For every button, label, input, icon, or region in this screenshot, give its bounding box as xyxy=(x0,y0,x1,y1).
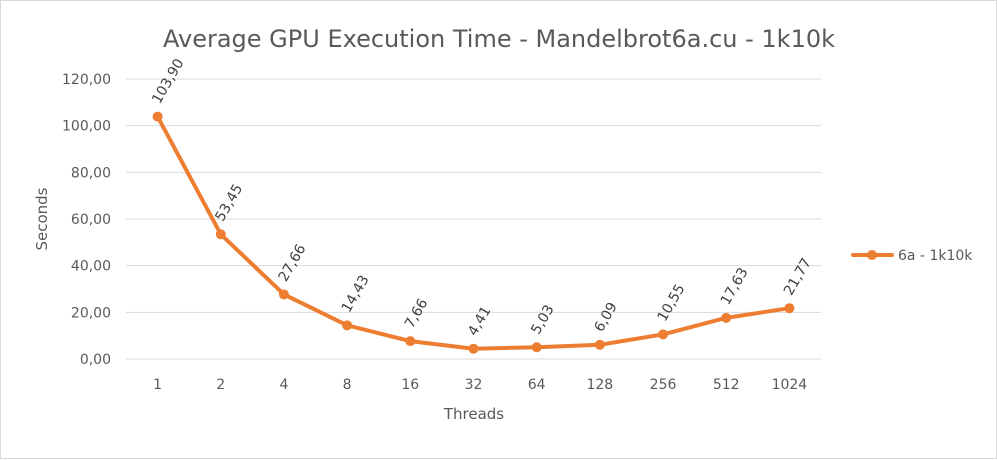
legend-marker-icon xyxy=(867,250,877,260)
data-point xyxy=(531,342,542,353)
legend: 6a - 1k10k xyxy=(851,248,973,264)
x-tick-label: 16 xyxy=(401,377,419,393)
data-labels: 103,90 53,45 27,66 14,43 7,66 4,41 5,03 6,09 10,… xyxy=(149,56,815,339)
data-label: 21,77 xyxy=(781,255,815,298)
data-point xyxy=(405,336,416,347)
data-label: 5,03 xyxy=(528,302,557,337)
x-tick-label: 512 xyxy=(713,377,740,393)
data-point xyxy=(594,339,605,350)
data-label: 6,09 xyxy=(591,300,620,335)
chart-title: Average GPU Execution Time - Mandelbrot6… xyxy=(163,25,835,53)
data-label: 17,63 xyxy=(718,265,752,308)
x-axis-title: Threads xyxy=(443,405,504,423)
x-tick-label: 256 xyxy=(650,377,677,393)
y-tick-label: 60,00 xyxy=(71,212,111,228)
data-label: 10,55 xyxy=(655,282,689,325)
x-tick-label: 128 xyxy=(586,377,613,393)
x-axis-ticks: 1 2 4 8 16 32 64 128 256 512 1024 xyxy=(153,377,807,393)
data-label: 103,90 xyxy=(149,56,187,106)
x-tick-label: 1 xyxy=(153,377,162,393)
y-tick-label: 80,00 xyxy=(71,165,111,181)
legend-label: 6a - 1k10k xyxy=(898,248,973,264)
y-tick-label: 0,00 xyxy=(80,352,111,368)
y-axis-title: Seconds xyxy=(33,187,51,250)
y-tick-label: 120,00 xyxy=(62,72,111,88)
data-point xyxy=(784,303,795,314)
y-axis-ticks: 0,00 20,00 40,00 60,00 80,00 100,00 120,00 xyxy=(62,72,111,368)
data-point xyxy=(721,312,732,323)
y-tick-label: 100,00 xyxy=(62,119,111,135)
data-label: 27,66 xyxy=(276,242,310,285)
x-tick-label: 1024 xyxy=(772,377,808,393)
y-tick-label: 20,00 xyxy=(71,305,111,321)
data-point xyxy=(658,329,669,340)
data-label: 14,43 xyxy=(339,273,373,316)
data-label: 4,41 xyxy=(465,304,494,339)
series-line xyxy=(155,114,792,351)
series-layer xyxy=(152,111,795,354)
y-tick-label: 40,00 xyxy=(71,259,111,275)
x-tick-label: 8 xyxy=(343,377,352,393)
data-point xyxy=(278,289,289,300)
data-label: 53,45 xyxy=(212,182,246,225)
data-label: 7,66 xyxy=(402,296,431,331)
data-point xyxy=(152,111,163,122)
x-tick-label: 32 xyxy=(465,377,483,393)
x-tick-label: 4 xyxy=(279,377,288,393)
x-tick-label: 2 xyxy=(216,377,225,393)
data-point xyxy=(342,320,353,331)
gridlines xyxy=(126,78,821,360)
data-point xyxy=(215,229,226,240)
data-point xyxy=(468,343,479,354)
x-tick-label: 64 xyxy=(528,377,546,393)
